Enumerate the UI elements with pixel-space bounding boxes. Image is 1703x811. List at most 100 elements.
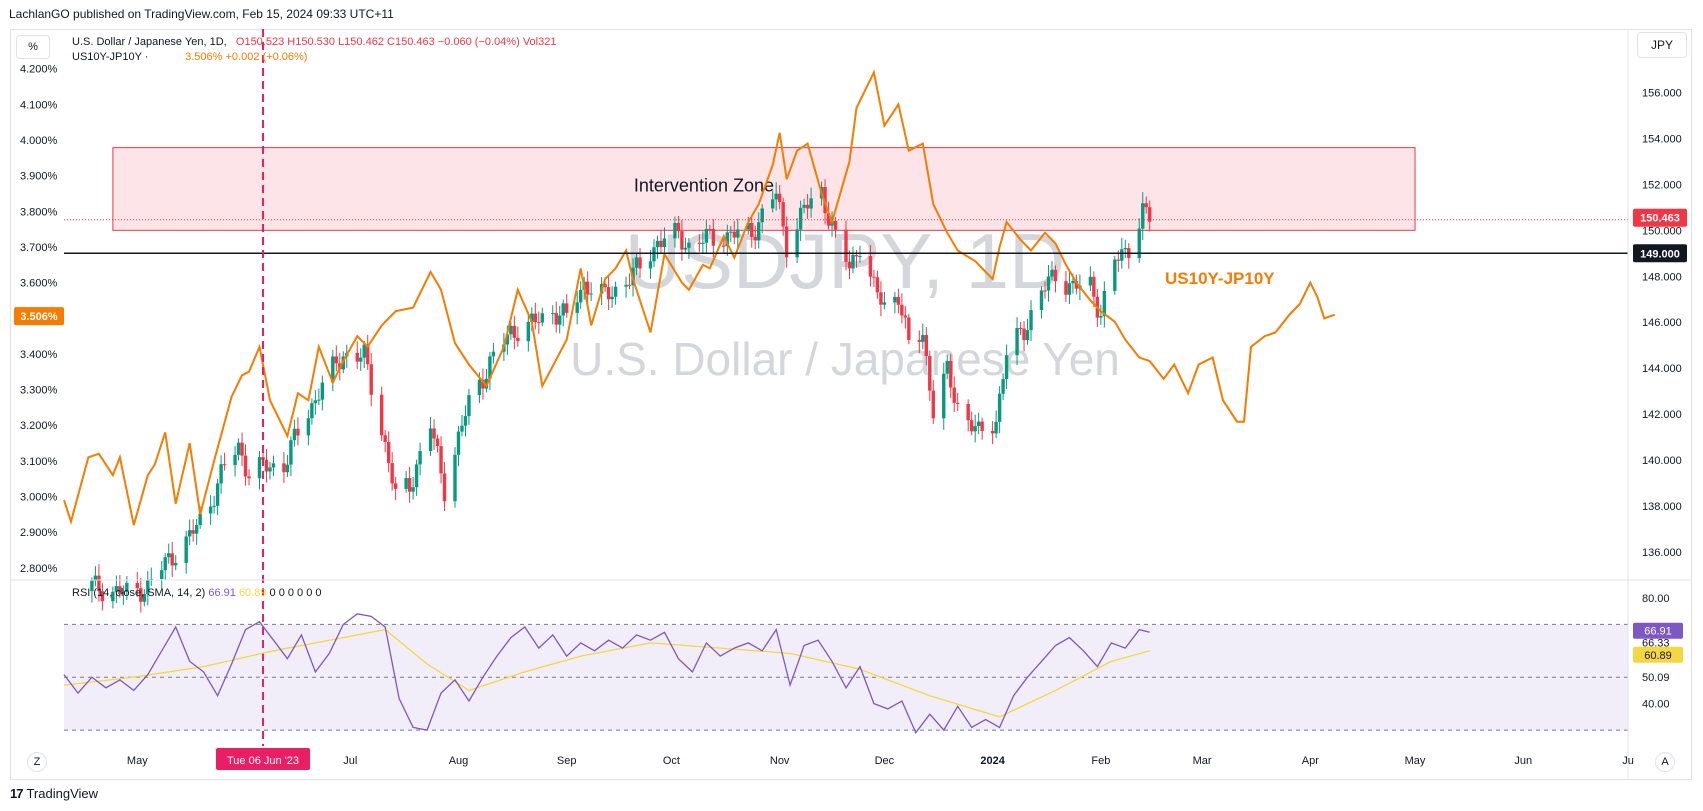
candle-body [1102,290,1107,317]
candle-body [488,356,492,379]
candle-body [774,193,778,200]
rsi-tick-label: 50.09 [1642,672,1670,684]
candle-body [844,229,848,262]
spread-series-label: US10Y-JP10Y [1165,269,1275,288]
level-tag-bg [1633,244,1687,263]
candle-body [1120,249,1124,261]
candle-body [170,553,174,566]
currency-button[interactable]: JPY [1637,32,1687,58]
candle-body [540,313,544,323]
candle-body [648,261,653,269]
candle-body [966,403,970,421]
candle-body [1004,355,1009,380]
candle-body [313,400,318,404]
axis-tags: 150.463 149.000 3.506% [14,208,1687,326]
rsi-sma-line [63,628,1150,718]
candle-body [236,442,241,455]
time-tick-label: Apr [1302,755,1319,767]
candle-body [613,286,618,297]
candle-body [1029,310,1033,331]
legend-close: C150.463 [387,36,435,48]
legend-high: H150.530 [287,36,335,48]
candle-body [757,222,761,241]
candle-body [659,240,663,248]
candle-body [320,382,325,400]
candle-body [1067,283,1072,295]
spread-tick-label: 3.300% [20,385,58,397]
candle-body [777,193,782,203]
candle-body [428,428,433,452]
candle-body [481,379,485,389]
time-tick-label: May [1405,755,1426,767]
candle-body [994,421,998,434]
candle-body [1025,330,1030,340]
price-tick-label: 140.000 [1642,455,1682,467]
spread-tick-label: 2.900% [20,527,58,539]
candle-body [317,399,321,401]
candle-body [533,313,537,323]
candle-body [798,207,803,230]
candle-body [683,247,688,250]
rsi-mid-label: 66.33 [1642,637,1670,649]
legend-overlay-change: +0.002 (+0.06%) [225,51,308,63]
time-tick-label: Dec [875,755,895,767]
candle-body [1050,269,1054,277]
zoom-button[interactable]: Z [27,752,47,772]
candle-body [903,315,908,318]
candle-body [554,313,558,325]
candle-body [652,247,656,262]
candle-body [589,293,593,295]
main-legend: U.S. Dollar / Japanese Yen, 1D, O150.523… [72,35,556,65]
candle-body [386,441,391,464]
tradingview-logo: 17 TradingView [10,786,98,801]
candle-body [125,582,129,592]
time-tick-label: Jun [1514,755,1532,767]
candle-body [296,428,300,436]
rsi-value: 66.91 [208,587,236,599]
price-tick-label: 148.000 [1642,271,1682,283]
candle-body [1043,290,1047,292]
time-tick-label: Feb [1091,755,1110,767]
candle-body [407,478,412,492]
candle-body [1141,203,1145,229]
candle-body [956,402,960,404]
candle-body [1053,269,1058,282]
spread-tag-bg [14,307,64,326]
spread-tick-label: 4.000% [20,135,58,147]
candle-body [240,442,244,456]
candle-body [879,292,883,305]
legend-open: O150.523 [235,36,285,48]
candle-body [306,418,311,436]
candle-body [687,242,691,248]
candle-body [1064,281,1068,295]
time-tick-label: Sep [557,755,577,767]
auto-scale-button[interactable]: A [1655,752,1675,772]
price-tag: 150.463 [1640,213,1680,225]
candle-body [882,302,887,305]
candle-body [1148,207,1152,222]
rsi-tick-label: 40.00 [1642,699,1670,711]
candle-body [135,582,140,589]
candle-body [990,430,995,434]
legend-overlay-value: 3.506% [185,51,223,63]
candle-body [551,313,555,315]
candle-body [736,229,740,238]
candle-body [781,202,785,227]
candle-body [851,254,855,269]
spread-tick-label: 3.000% [20,492,58,504]
candle-body [896,296,901,305]
candle-body [334,356,339,364]
candle-body [732,231,736,238]
price-tick-label: 146.000 [1642,317,1682,329]
candle-body [1074,280,1079,289]
candle-body [833,220,838,230]
price-tick-label: 142.000 [1642,409,1682,421]
rsi-legend: RSI (14, close, SMA, 14, 2) 66.91 60.89 … [72,587,322,599]
watermark-name: U.S. Dollar / Japanese Yen [570,333,1120,385]
spread-tick-label: 4.100% [20,99,58,111]
candle-body [875,277,880,293]
candle-body [359,357,363,362]
percent-scale-button[interactable]: % [16,35,50,59]
